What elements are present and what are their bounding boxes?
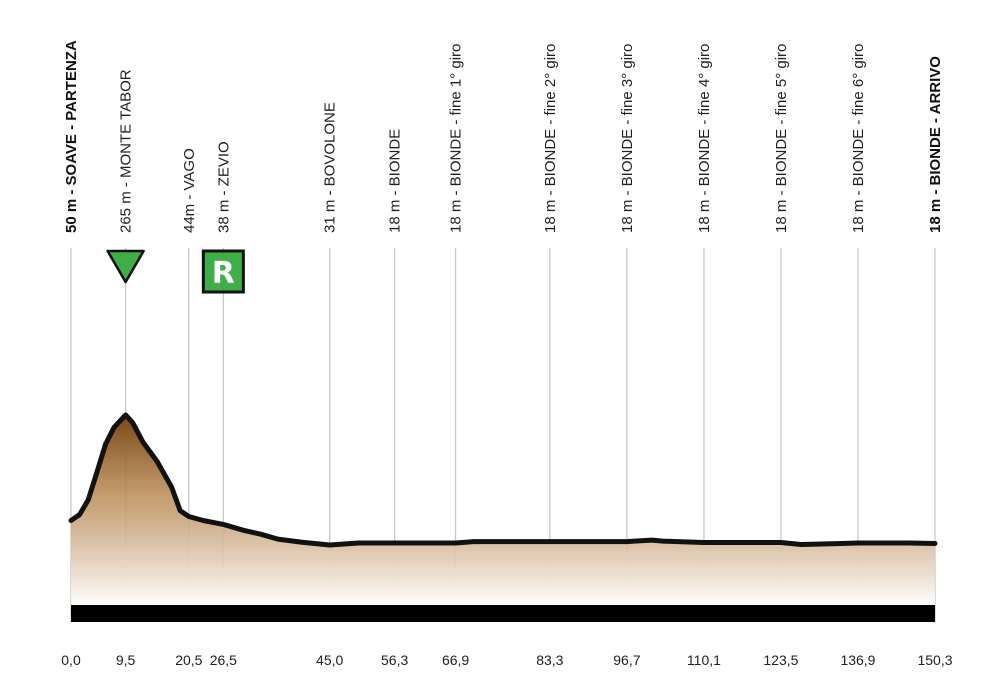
markers: R — [106, 249, 245, 294]
tick-label-9: 110,1 — [687, 652, 721, 668]
tick-label-10: 123,5 — [763, 652, 798, 668]
tick-label-1: 9,5 — [116, 652, 136, 668]
waypoint-label-7: 18 m - BIONDE - fine 2° giro — [542, 44, 559, 233]
tick-label-6: 66,9 — [442, 652, 469, 668]
sprint-marker — [201, 249, 245, 294]
elevation-outline — [68, 412, 938, 548]
tick-label-11: 136,9 — [840, 652, 875, 668]
tick-label-5: 56,3 — [381, 652, 408, 668]
waypoint-label-5: 18 m - BIONDE — [387, 129, 404, 233]
waypoint-label-3: 38 m - ZEVIO — [215, 141, 232, 233]
baseline-bar — [71, 605, 935, 622]
tick-label-4: 45,0 — [316, 652, 343, 668]
waypoint-labels: 50 m - SOAVE - PARTENZA 265 m - MONTE TAB… — [63, 40, 944, 233]
waypoint-label-1: 265 m - MONTE TABOR — [118, 69, 135, 233]
tick-label-8: 96,7 — [613, 652, 640, 668]
waypoint-label-0: 50 m - SOAVE - PARTENZA — [63, 40, 80, 233]
tick-label-7: 83,3 — [536, 652, 563, 668]
waypoint-label-4: 31 m - BOVOLONE — [322, 102, 339, 233]
tick-label-3: 26,5 — [210, 652, 237, 668]
waypoint-label-12: 18 m - BIONDE - ARRIVO — [927, 56, 944, 233]
waypoint-label-9: 18 m - BIONDE - fine 4° giro — [696, 44, 713, 233]
waypoint-label-2: 44m - VAGO — [181, 148, 198, 233]
tick-label-12: 150,3 — [917, 652, 952, 668]
sprint-marker-label: R — [212, 256, 235, 291]
gpm-triangle-marker — [106, 249, 145, 284]
waypoint-label-8: 18 m - BIONDE - fine 3° giro — [619, 44, 636, 233]
tick-label-0: 0,0 — [61, 652, 81, 668]
waypoint-label-10: 18 m - BIONDE - fine 5° giro — [773, 44, 790, 233]
tick-label-2: 20,5 — [175, 652, 202, 668]
waypoint-label-11: 18 m - BIONDE - fine 6° giro — [850, 44, 867, 233]
distance-ticks: 0,0 9,5 20,5 26,5 45,0 56,3 66,9 83,3 96,7 110,1 1… — [61, 652, 952, 668]
elevation-area — [71, 415, 935, 606]
waypoint-label-6: 18 m - BIONDE - fine 1° giro — [448, 44, 465, 233]
